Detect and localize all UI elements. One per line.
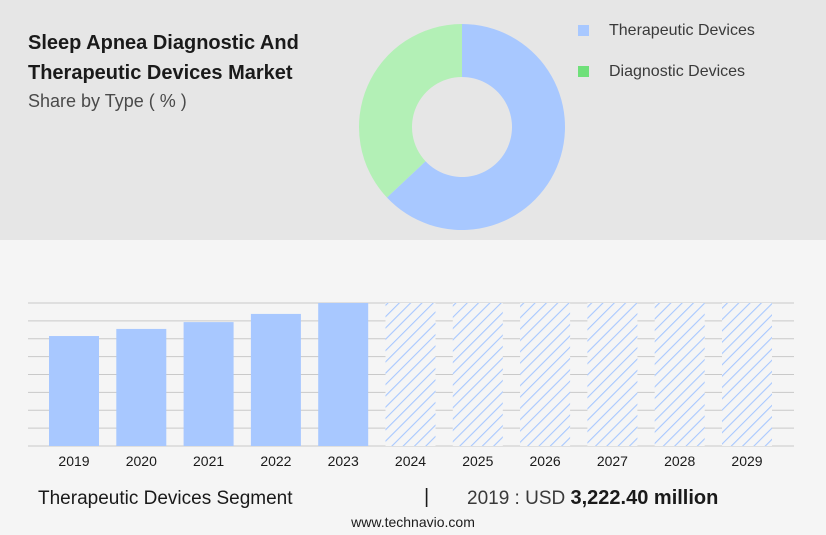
bar-2021 bbox=[183, 322, 234, 446]
x-tick-2025: 2025 bbox=[462, 453, 493, 469]
bar-forecast-2028 bbox=[654, 303, 705, 446]
bar-2023 bbox=[318, 303, 369, 446]
footer-year-label: 2019 : USD bbox=[467, 488, 571, 509]
bar-forecast-2024 bbox=[385, 303, 436, 446]
bar-2019 bbox=[49, 336, 99, 446]
x-tick-2029: 2029 bbox=[731, 453, 762, 469]
bar-forecast-2025 bbox=[452, 303, 503, 446]
x-tick-2026: 2026 bbox=[530, 453, 561, 469]
bar-forecast-2026 bbox=[520, 303, 571, 446]
footer-value-amount: 3,222.40 million bbox=[570, 487, 719, 509]
legend: Therapeutic Devices Diagnostic Devices bbox=[578, 10, 755, 92]
bar-2020 bbox=[116, 328, 167, 446]
footer-value: 2019 : USD 3,222.40 million bbox=[467, 487, 718, 510]
x-tick-2022: 2022 bbox=[260, 453, 291, 469]
footer-separator: | bbox=[424, 486, 430, 508]
legend-item-diagnostic: Diagnostic Devices bbox=[578, 51, 755, 92]
legend-label-therapeutic: Therapeutic Devices bbox=[609, 21, 755, 39]
x-tick-2020: 2020 bbox=[126, 453, 157, 469]
footer-site: www.technavio.com bbox=[351, 514, 475, 530]
x-tick-2023: 2023 bbox=[328, 453, 359, 469]
x-tick-2027: 2027 bbox=[597, 453, 628, 469]
legend-item-therapeutic: Therapeutic Devices bbox=[578, 10, 755, 51]
bar-forecast-2029 bbox=[722, 303, 772, 446]
chart-title: Sleep Apnea Diagnostic And Therapeutic D… bbox=[28, 32, 299, 84]
donut-chart bbox=[359, 24, 566, 230]
chart-subtitle: Share by Type ( % ) bbox=[28, 91, 187, 111]
bar-2022 bbox=[250, 313, 301, 446]
x-tick-2028: 2028 bbox=[664, 453, 695, 469]
legend-swatch-diagnostic bbox=[578, 66, 589, 77]
legend-label-diagnostic: Diagnostic Devices bbox=[609, 62, 746, 80]
x-axis-labels: 2019 2020 2021 2022 2023 2024 2025 2026 2027 2028… bbox=[58, 453, 762, 469]
x-tick-2024: 2024 bbox=[395, 453, 426, 469]
x-tick-2021: 2021 bbox=[193, 453, 224, 469]
bar-series bbox=[49, 303, 772, 446]
donut-slice-therapeutic bbox=[386, 24, 566, 230]
bar-forecast-2027 bbox=[587, 303, 638, 446]
footer-segment: Therapeutic Devices Segment bbox=[38, 488, 293, 509]
x-tick-2019: 2019 bbox=[58, 453, 89, 469]
legend-swatch-therapeutic bbox=[578, 25, 589, 36]
donut-slice-diagnostic bbox=[359, 24, 462, 198]
